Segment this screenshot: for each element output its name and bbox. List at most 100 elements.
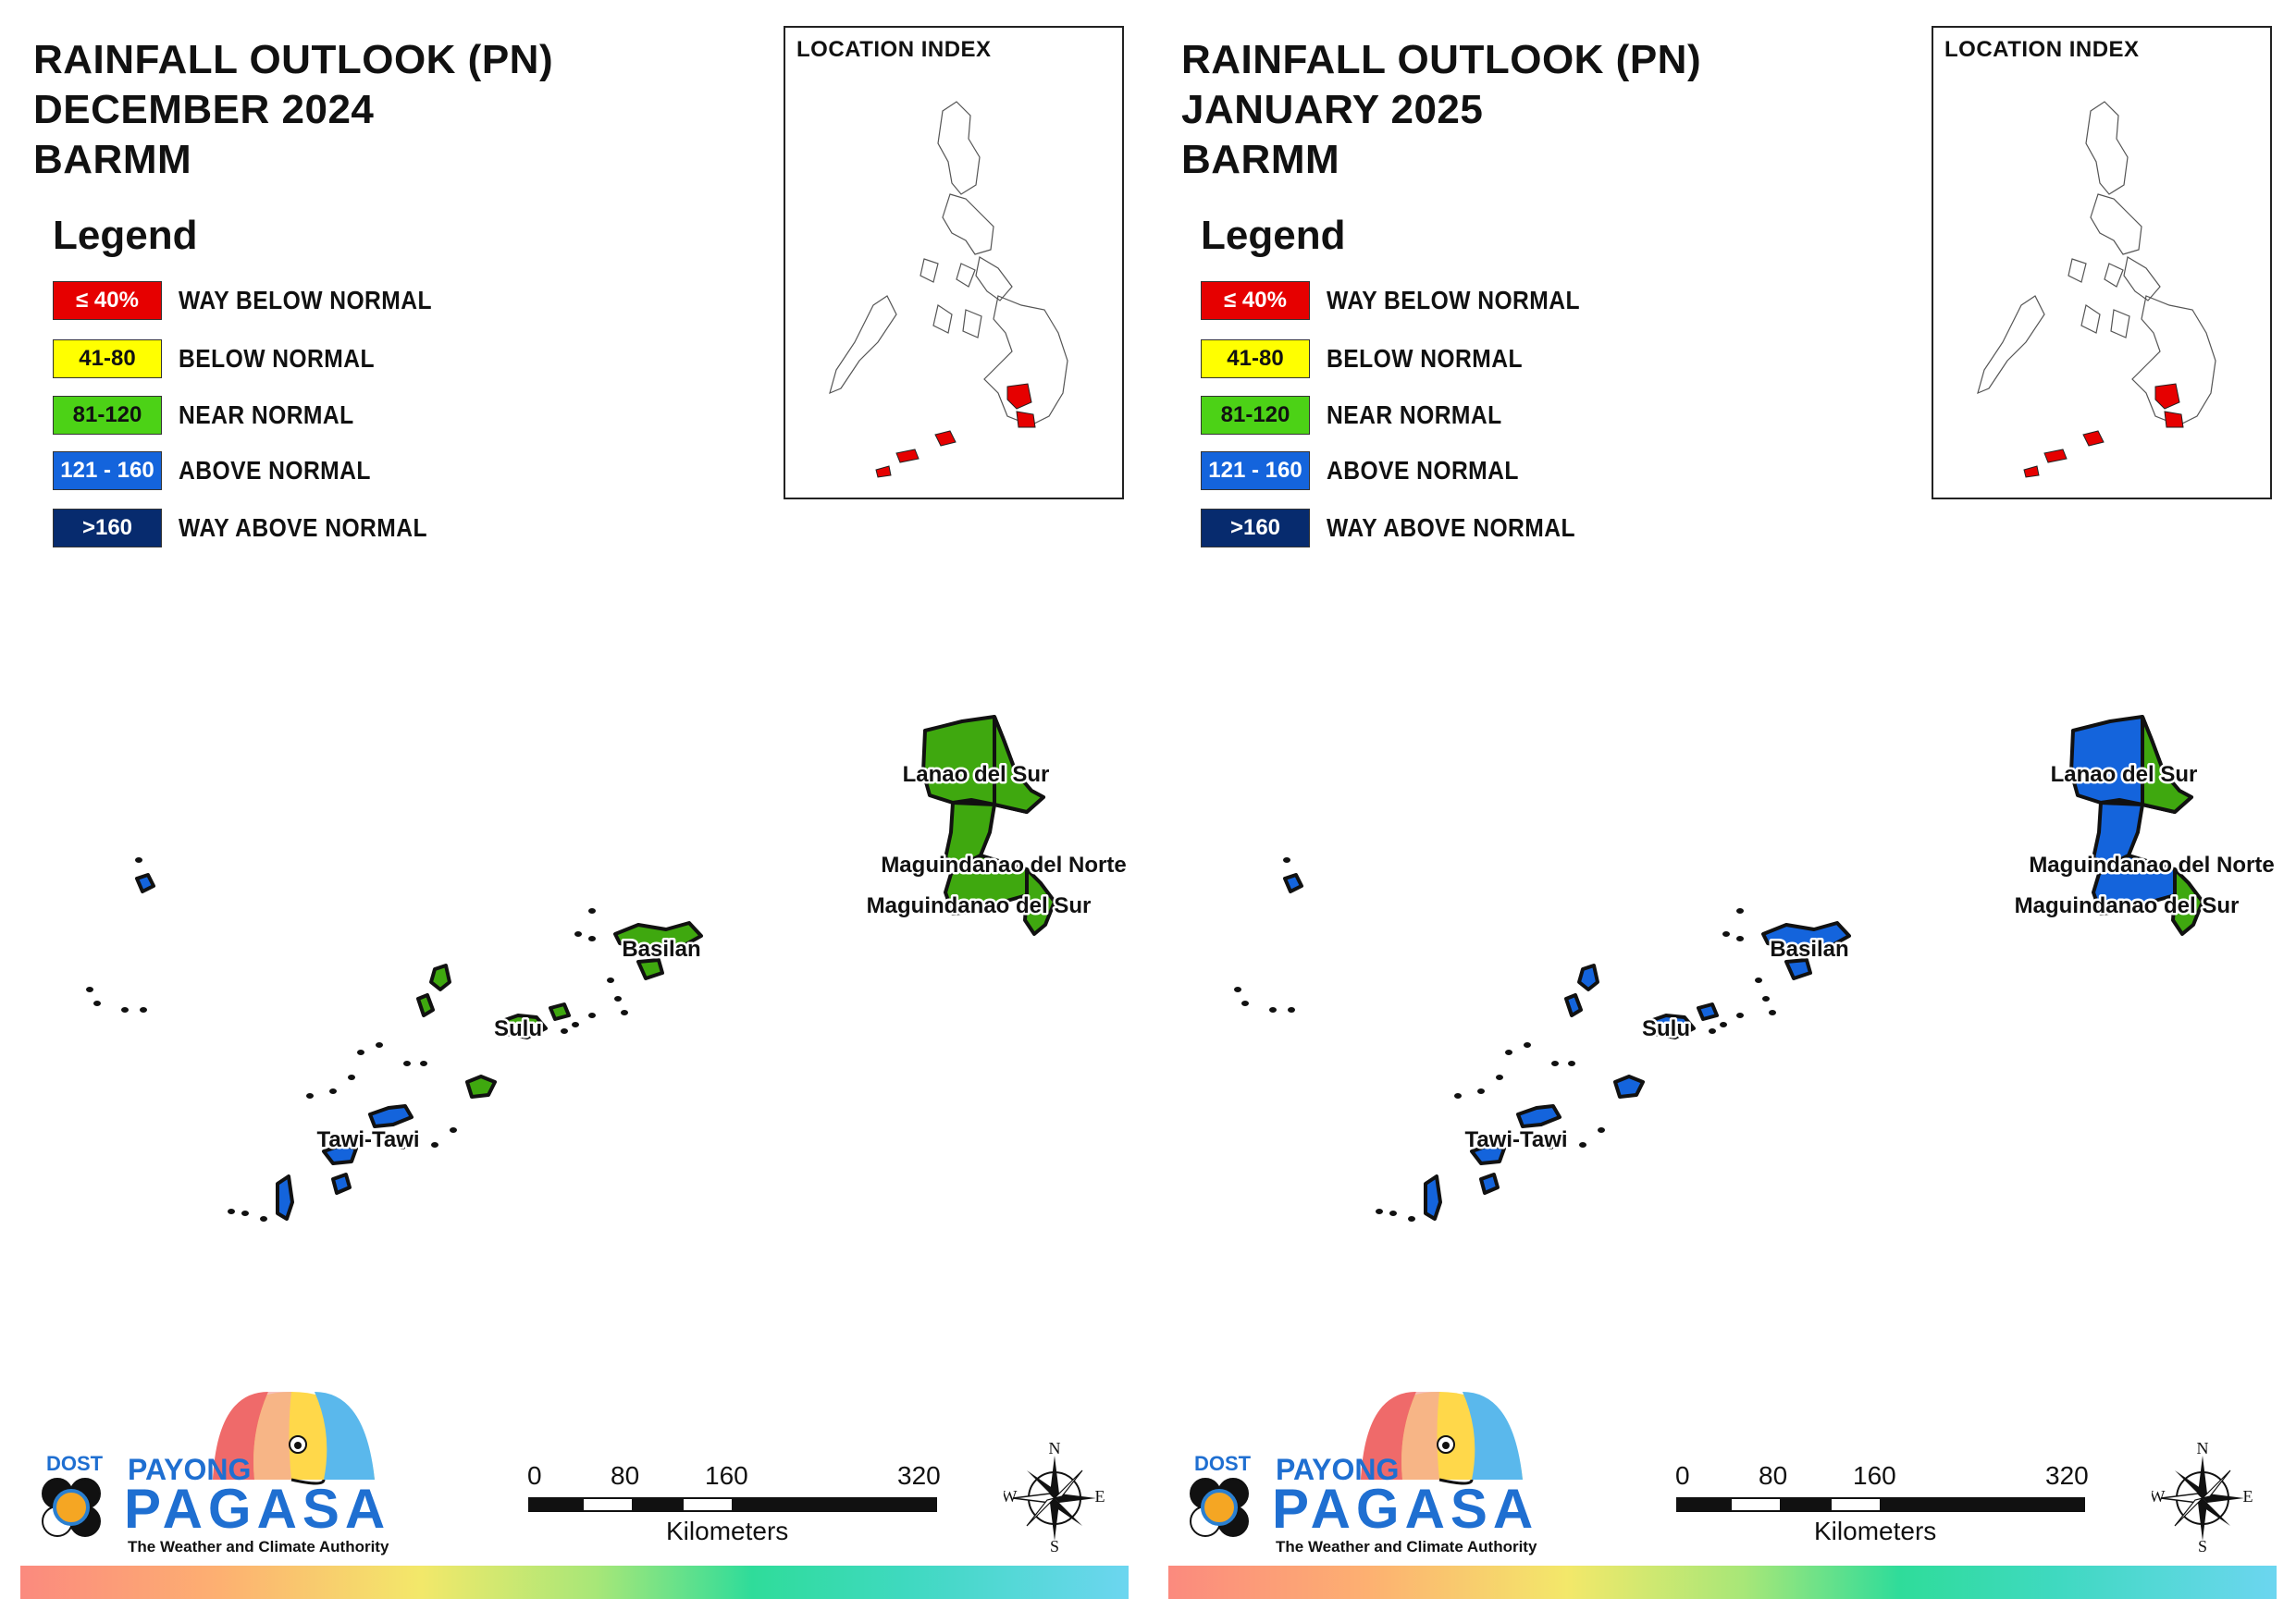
philippines-outline (1977, 101, 2216, 478)
islet (1283, 857, 1290, 863)
island-outline (962, 309, 982, 338)
islet (588, 1013, 596, 1018)
compass-w-label: W (2152, 1487, 2166, 1506)
province-label: Lanao del Sur (903, 762, 1050, 787)
scale-tick-label: 80 (611, 1461, 640, 1490)
island (1613, 1075, 1645, 1099)
islet (403, 1061, 411, 1066)
scale-tick-label: 80 (1759, 1461, 1788, 1490)
location-index-map: LOCATION INDEX (784, 26, 1124, 499)
islet (329, 1088, 337, 1094)
islet (1722, 931, 1730, 937)
province-label: Sulu (494, 1016, 542, 1041)
payong-pagasa-logo: DOST PAYONG PAGASA The Weather and Climate … (28, 1387, 398, 1563)
islet (1598, 1127, 1605, 1133)
island-outline (975, 256, 1013, 301)
islet (228, 1209, 235, 1214)
islet (614, 996, 622, 1002)
island-outline (1977, 295, 2045, 395)
islet (135, 857, 142, 863)
island-outline (2104, 263, 2124, 288)
islet (450, 1127, 457, 1133)
compass-e-label: E (1095, 1487, 1105, 1506)
islet (93, 1001, 101, 1006)
island-outline (2123, 256, 2161, 301)
islet (1551, 1061, 1559, 1066)
island (416, 993, 435, 1017)
islet (574, 931, 582, 937)
map-title: RAINFALL OUTLOOK (PN) JANUARY 2025 BARMM (1181, 35, 1701, 185)
islet (588, 936, 596, 941)
legend-title: Legend (1201, 213, 1346, 258)
legend-swatch: ≤ 40% (1201, 281, 1310, 320)
map-title: RAINFALL OUTLOOK (PN) DECEMBER 2024 BARMM (33, 35, 553, 185)
legend-item: 81-120 NEAR NORMAL (1201, 396, 1526, 435)
legend-label: WAY BELOW NORMAL (179, 286, 432, 314)
map-title-line: BARMM (1181, 137, 1340, 182)
island (276, 1174, 294, 1221)
island (1424, 1174, 1442, 1221)
location-index-map: LOCATION INDEX (1932, 26, 2272, 499)
barmm-highlight (1016, 411, 1036, 428)
islet (1736, 936, 1744, 941)
island (1646, 1014, 1696, 1039)
province-lanao-del-sur-east (993, 715, 1045, 814)
islet (588, 908, 596, 914)
islet (1736, 908, 1744, 914)
island (1516, 1104, 1562, 1128)
island (1761, 921, 1851, 951)
province-label: Maguindanao del Norte (881, 853, 1126, 878)
scale-tick-label: 320 (897, 1461, 941, 1490)
legend-item: 121 - 160 ABOVE NORMAL (1201, 451, 1545, 490)
logo-payong: PAYONG (1276, 1453, 1399, 1486)
barmm-map: Lanao del Sur Maguindanao del Norte Maguin… (86, 715, 1129, 1222)
legend-item: >160 WAY ABOVE NORMAL (1201, 509, 1610, 547)
compass-w-label: W (1004, 1487, 1018, 1506)
islet (572, 1022, 579, 1027)
islet (1579, 1142, 1586, 1148)
islet (1505, 1050, 1512, 1055)
island (1784, 958, 1812, 980)
islet (1736, 1013, 1744, 1018)
legend-swatch: 41-80 (53, 339, 162, 378)
island (465, 1075, 497, 1099)
province-label: Sulu (1642, 1016, 1690, 1041)
island (1283, 873, 1303, 893)
islet (385, 1137, 392, 1142)
logo-payong: PAYONG (128, 1453, 251, 1486)
province-maguindanao-del-sur (944, 854, 1043, 916)
islet (561, 1028, 568, 1034)
island-outline (937, 101, 981, 195)
islet (86, 987, 93, 992)
pagasa-seal-icon (1201, 1489, 1238, 1526)
legend-item: 41-80 BELOW NORMAL (53, 339, 401, 378)
island-outline (829, 295, 897, 395)
island-outline (2068, 258, 2087, 283)
barmm-highlight (875, 465, 892, 478)
scale-unit: Kilometers (666, 1517, 789, 1545)
island-outline (956, 263, 976, 288)
province-label: Basilan (622, 937, 700, 962)
legend-label: NEAR NORMAL (179, 400, 354, 429)
logo-tagline: The Weather and Climate Authority (128, 1538, 389, 1555)
scale-tick-label: 160 (1853, 1461, 1896, 1490)
province-label: Maguindanao del Sur (2015, 893, 2240, 918)
islet (357, 1050, 364, 1055)
islet (376, 1042, 383, 1048)
province-label: Tawi-Tawi (1464, 1127, 1567, 1152)
island (429, 964, 451, 991)
islet (140, 1007, 147, 1013)
island (1697, 1002, 1719, 1021)
island-outline (2110, 309, 2130, 338)
legend-swatch: 81-120 (53, 396, 162, 435)
islet (1762, 996, 1770, 1002)
legend-swatch: 121 - 160 (53, 451, 162, 490)
legend-title: Legend (53, 213, 198, 258)
compass-n-label: N (2197, 1443, 2209, 1457)
legend-swatch: 81-120 (1201, 396, 1310, 435)
islet (241, 1211, 249, 1216)
province-label: Lanao del Sur (2051, 762, 2198, 787)
island-outline (2090, 193, 2142, 255)
scale-tick-label: 320 (2045, 1461, 2089, 1490)
islet (1496, 1075, 1503, 1080)
